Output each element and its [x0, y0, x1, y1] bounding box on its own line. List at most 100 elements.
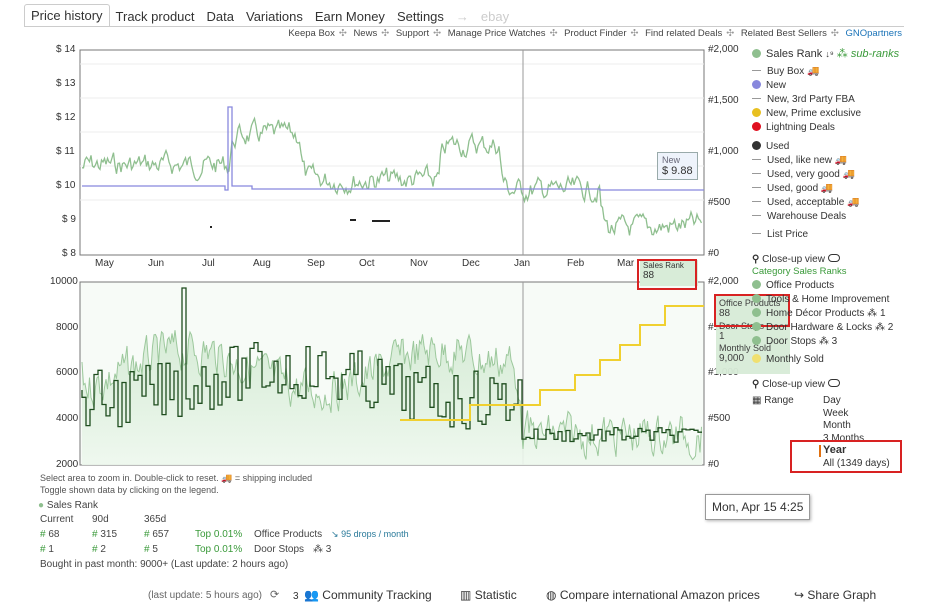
- y-left-label: 2000: [56, 459, 79, 470]
- tracking-count: 3: [293, 591, 299, 602]
- sub-ranks-link[interactable]: sub-ranks: [850, 48, 900, 60]
- price-history-chart[interactable]: [0, 40, 948, 480]
- legend-dash-icon: [752, 201, 761, 202]
- closeup-label: Close-up view: [762, 379, 825, 390]
- legend-tools-home[interactable]: Tools & Home Improvement: [752, 294, 889, 305]
- community-tracking-link[interactable]: 👥 Community Tracking: [304, 588, 432, 602]
- range-option-year[interactable]: Year: [823, 444, 847, 456]
- tab-earn-money[interactable]: Earn Money: [314, 9, 385, 24]
- y-right-label: #500: [708, 413, 731, 424]
- truck-icon: 🚚: [221, 473, 233, 483]
- legend-used-good[interactable]: Used, good 🚚: [752, 183, 833, 194]
- link-gnopartners[interactable]: GNOpartners: [845, 28, 903, 39]
- legend-lightning-deals[interactable]: Lightning Deals: [752, 122, 835, 133]
- hierarchy-icon: ⁂: [874, 322, 885, 333]
- office-rank-line: [81, 330, 702, 461]
- toggle-icon[interactable]: [827, 379, 840, 387]
- range-option-month[interactable]: Month: [823, 420, 851, 431]
- hint-toggle: Toggle shown data by clicking on the leg…: [40, 485, 219, 495]
- statistic-link[interactable]: ▥ Statistic: [460, 588, 517, 602]
- tooltip-label: Monthly Sold: [719, 343, 772, 353]
- legend-list-price[interactable]: List Price: [752, 229, 808, 240]
- legend-label: Used: [766, 141, 790, 152]
- month-label: Feb: [567, 258, 585, 269]
- y-left-label: $ 10: [56, 180, 76, 191]
- arrow-right-icon: →: [455, 9, 469, 24]
- link-find-related-deals[interactable]: Find related Deals: [645, 28, 723, 39]
- range-option-3-months[interactable]: 3 Months: [823, 432, 865, 441]
- category-name: Door Stops: [254, 544, 305, 555]
- tab-track-product[interactable]: Track product: [115, 9, 195, 24]
- legend-door-hardware[interactable]: Door Hardware & Locks ⁂ 2: [752, 322, 893, 333]
- top-chart-frame: [79, 49, 705, 256]
- link-support[interactable]: Support: [395, 28, 430, 39]
- tab-price-history[interactable]: Price history: [24, 4, 110, 27]
- tab-data[interactable]: Data: [206, 9, 234, 24]
- category-name: Office Products: [254, 529, 323, 540]
- y-left-label: $ 11: [56, 146, 75, 157]
- legend-new[interactable]: New: [752, 80, 786, 91]
- top-percent: Top 0.01%: [195, 529, 243, 540]
- y-left-label: $ 14: [56, 44, 76, 55]
- tab-settings[interactable]: Settings: [396, 9, 444, 24]
- y-left-label: $ 8: [62, 248, 76, 259]
- stats-row-office: # 68 # 315 # 657 Top 0.01% Office Produc…: [40, 529, 409, 540]
- calendar-icon: ▦: [752, 395, 762, 406]
- closeup-toggle-2[interactable]: ⚲ Close-up view: [752, 379, 840, 390]
- legend-label: Used, like new 🚚: [767, 155, 848, 166]
- legend-used[interactable]: Used: [752, 141, 789, 152]
- tab-variations[interactable]: Variations: [246, 9, 303, 24]
- closeup-toggle[interactable]: ⚲ Close-up view: [752, 254, 840, 265]
- link-manage-price-watches[interactable]: Manage Price Watches: [447, 28, 546, 39]
- legend-used-like-new[interactable]: Used, like new 🚚: [752, 155, 847, 166]
- legend-warehouse-deals[interactable]: Warehouse Deals: [752, 211, 846, 222]
- link-keepa-box[interactable]: Keepa Box: [288, 28, 335, 39]
- month-label: Jan: [514, 258, 531, 269]
- header-current: Current: [40, 514, 74, 525]
- legend-dot-icon: [752, 280, 761, 289]
- month-label: Oct: [359, 258, 375, 269]
- y-left-label: $ 12: [56, 112, 76, 123]
- range-options: Day Week Month 3 Months: [823, 395, 864, 441]
- legend-label: Door Hardware & Locks: [766, 322, 873, 333]
- compare-prices-link[interactable]: ◍ Compare international Amazon prices: [546, 588, 760, 602]
- legend-door-stops[interactable]: Door Stops ⁂ 3: [752, 336, 837, 347]
- range-option-all[interactable]: All (1349 days): [823, 458, 890, 469]
- tab-divider: [24, 26, 904, 27]
- bought-past-month: Bought in past month: 9000+ (Last update…: [40, 559, 289, 570]
- tooltip-label: Office Products: [719, 298, 781, 308]
- highlight-box: [790, 440, 902, 473]
- toggle-icon[interactable]: [827, 254, 840, 262]
- range-option-day[interactable]: Day: [823, 395, 841, 406]
- legend-label: List Price: [767, 229, 809, 240]
- link-news[interactable]: News: [353, 28, 378, 39]
- legend-label: New, Prime exclusive: [766, 108, 862, 119]
- legend-buy-box[interactable]: Buy Box 🚚: [752, 66, 819, 77]
- stats-headers: Current 90d 365d: [40, 514, 166, 525]
- statistic-label: Statistic: [474, 588, 517, 602]
- legend-used-acceptable[interactable]: Used, acceptable 🚚: [752, 197, 860, 208]
- tab-ebay[interactable]: ebay: [480, 9, 510, 24]
- legend-new-prime[interactable]: New, Prime exclusive: [752, 108, 861, 119]
- refresh-icon[interactable]: ⟳: [270, 589, 280, 601]
- legend-office-products[interactable]: Office Products: [752, 280, 834, 291]
- hierarchy-rank: ⁂ 3: [313, 544, 331, 555]
- legend-new-3rd-party-fba[interactable]: New, 3rd Party FBA: [752, 94, 855, 105]
- link-related-best-sellers[interactable]: Related Best Sellers: [740, 28, 827, 39]
- legend-dot-icon: [752, 141, 761, 150]
- chart-hints: Select area to zoom in. Double-click to …: [40, 472, 312, 496]
- link-product-finder[interactable]: Product Finder: [564, 28, 627, 39]
- range-option-week[interactable]: Week: [823, 407, 849, 419]
- legend-used-very-good[interactable]: Used, very good 🚚: [752, 169, 855, 180]
- legend-sales-rank[interactable]: Sales Rank ↓⁹ ⁂ sub-ranks: [752, 47, 899, 60]
- share-graph-link[interactable]: ↪ Share Graph: [794, 588, 876, 602]
- separator-icon: ✣: [830, 28, 839, 39]
- y-left-label: $ 13: [56, 78, 76, 89]
- community-label: Community Tracking: [322, 588, 432, 602]
- legend-monthly-sold[interactable]: Monthly Sold: [752, 354, 824, 365]
- y-right-label: #2,000: [708, 276, 739, 287]
- legend-home-decor[interactable]: Home Décor Products ⁂ 1: [752, 308, 886, 319]
- month-label: Mar: [617, 258, 635, 269]
- rank-90d: 315: [100, 529, 118, 540]
- tooltip-label: Sales Rank: [643, 261, 684, 270]
